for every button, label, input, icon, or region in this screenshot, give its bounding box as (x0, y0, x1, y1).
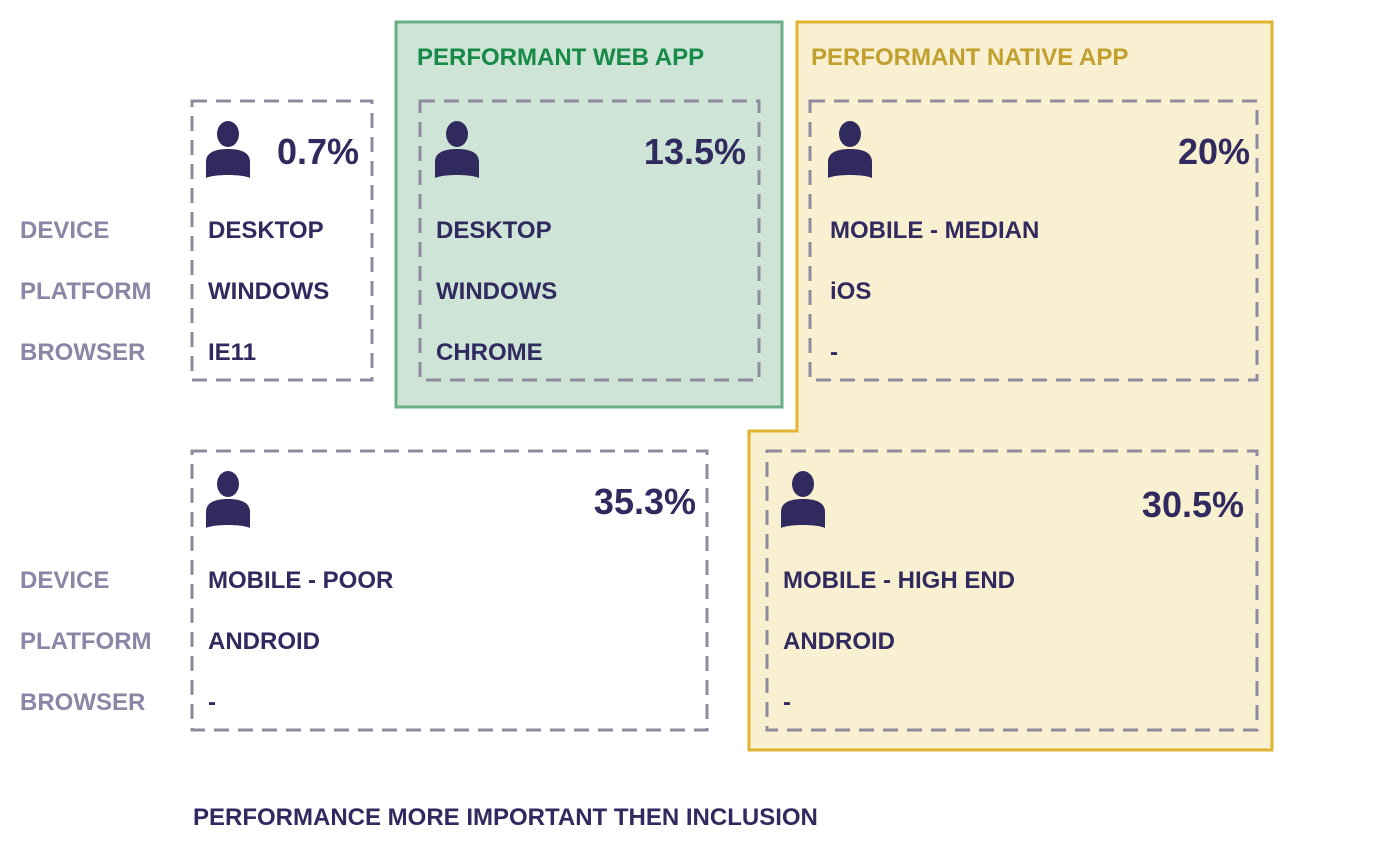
segment-platform: ANDROID (208, 628, 320, 655)
web-app-group-box (394, 20, 784, 409)
segment-percent: 13.5% (643, 131, 746, 172)
segment-platform: iOS (830, 278, 872, 305)
segment-browser: - (783, 689, 791, 716)
segment-browser: IE11 (208, 339, 257, 366)
person-icon (206, 471, 250, 528)
web-app-group-title: PERFORMANT WEB APP (417, 44, 705, 71)
segment-browser: - (830, 339, 838, 366)
segment-percent: 20% (1177, 131, 1250, 172)
segment-box-2 (418, 99, 761, 382)
segment-percent: 30.5% (1141, 484, 1244, 525)
segment-platform: WINDOWS (436, 278, 558, 305)
segment-box-4 (190, 449, 709, 732)
native-app-group-title: PERFORMANT NATIVE APP (811, 44, 1129, 71)
segment-platform: ANDROID (783, 628, 895, 655)
segment-device: MOBILE - HIGH END (783, 567, 1015, 594)
segment-browser: CHROME (436, 339, 543, 366)
person-icon (206, 121, 250, 178)
footer-caption: PERFORMANCE MORE IMPORTANT THEN INCLUSIO… (193, 804, 818, 831)
segment-device: MOBILE - POOR (208, 567, 394, 594)
row-label-device: DEVICE (20, 567, 110, 594)
row-label-browser: BROWSER (20, 339, 146, 366)
segment-box-3 (808, 99, 1259, 382)
person-icon (781, 471, 825, 528)
segment-device: DESKTOP (208, 217, 324, 244)
row-label-platform: PLATFORM (20, 628, 152, 655)
row-label-platform: PLATFORM (20, 278, 152, 305)
segment-percent: 0.7% (276, 131, 359, 172)
segment-percent: 35.3% (593, 481, 696, 522)
segment-platform: WINDOWS (208, 278, 330, 305)
row-label-device: DEVICE (20, 217, 110, 244)
segment-device: DESKTOP (436, 217, 552, 244)
native-app-group-box (747, 20, 1274, 752)
row-label-browser: BROWSER (20, 689, 146, 716)
segment-device: MOBILE - MEDIAN (830, 217, 1040, 244)
segment-box-5 (765, 449, 1259, 732)
person-icon (435, 121, 479, 178)
segment-box-1 (190, 99, 374, 382)
segment-browser: - (208, 689, 216, 716)
person-icon (828, 121, 872, 178)
